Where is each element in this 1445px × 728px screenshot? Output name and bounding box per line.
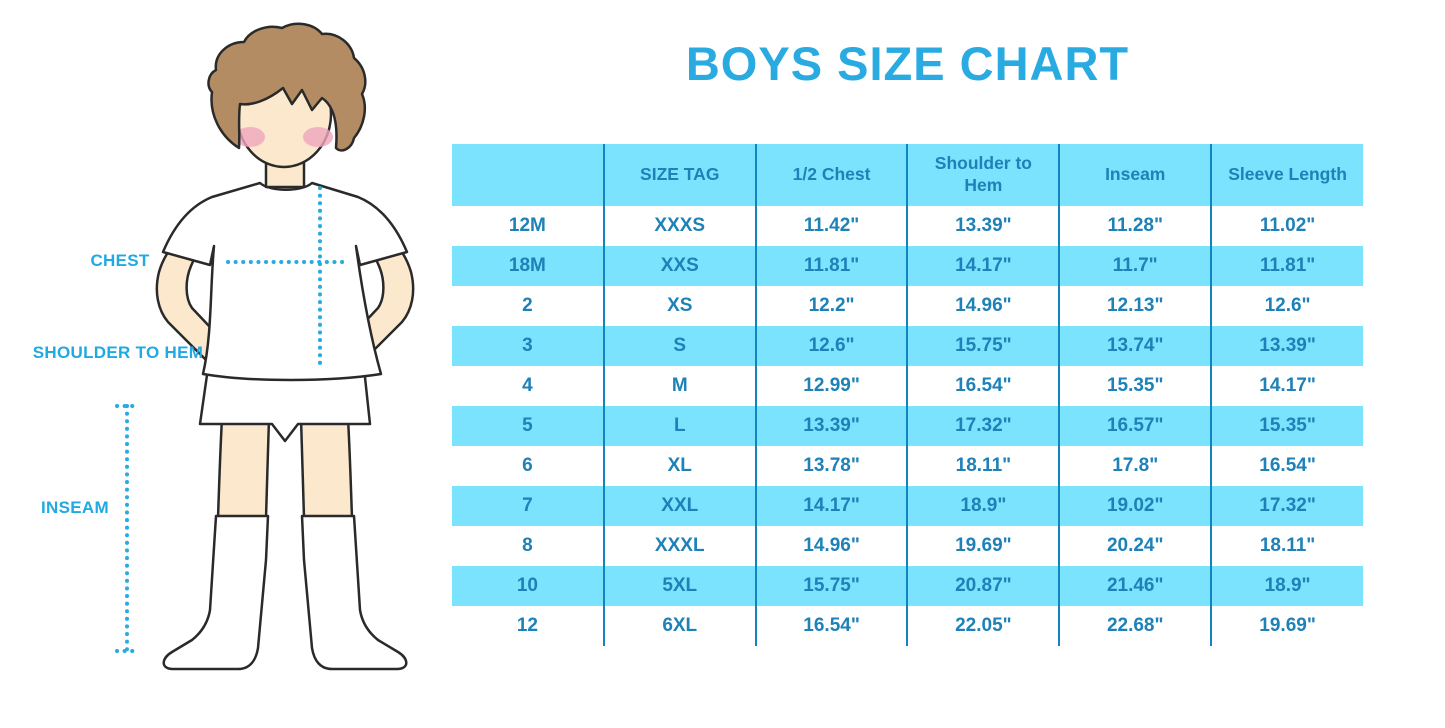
- hair: [207, 22, 367, 152]
- table-row: 18M XXS 11.81" 14.17" 11.7" 11.81": [452, 246, 1363, 286]
- table-header-row: SIZE TAG 1/2 Chest Shoulder to Hem Insea…: [452, 144, 1363, 206]
- table-cell: XL: [602, 446, 756, 486]
- table-cell: 18.11": [906, 446, 1060, 486]
- table-cell: 15.75": [906, 326, 1060, 366]
- table-cell: 12M: [452, 206, 604, 246]
- left-sock: [162, 514, 270, 671]
- column-header-sleeve-length: Sleeve Length: [1210, 144, 1363, 206]
- table-row: 12M XXXS 11.42" 13.39" 11.28" 11.02": [452, 206, 1363, 246]
- column-header-inseam: Inseam: [1058, 144, 1212, 206]
- table-cell: 11.7": [1058, 246, 1212, 286]
- table-cell: 22.05": [906, 606, 1060, 646]
- table-cell: M: [602, 366, 756, 406]
- table-cell: 16.57": [1058, 406, 1212, 446]
- table-cell: 12.6": [1210, 286, 1363, 326]
- column-header-half-chest: 1/2 Chest: [754, 144, 908, 206]
- table-cell: 14.96": [906, 286, 1060, 326]
- table-cell: 15.35": [1210, 406, 1363, 446]
- table-cell: 13.74": [1058, 326, 1212, 366]
- inseam-label: INSEAM: [41, 498, 109, 517]
- table-cell: 12.6": [754, 326, 908, 366]
- table-row: 4 M 12.99" 16.54" 15.35" 14.17": [452, 366, 1363, 406]
- table-cell: 8: [452, 526, 604, 566]
- table-row: 8 XXXL 14.96" 19.69" 20.24" 18.11": [452, 526, 1363, 566]
- table-cell: 18.9": [1210, 566, 1363, 606]
- table-cell: 3: [452, 326, 604, 366]
- table-cell: 6: [452, 446, 604, 486]
- table-cell: 18M: [452, 246, 604, 286]
- boy-illustration: [115, 22, 415, 671]
- column-header-size: [452, 144, 604, 206]
- table-cell: 16.54": [1210, 446, 1363, 486]
- table-cell: 16.54": [906, 366, 1060, 406]
- table-cell: 20.24": [1058, 526, 1212, 566]
- column-header-size-tag: SIZE TAG: [602, 144, 756, 206]
- table-cell: 5XL: [602, 566, 756, 606]
- table-cell: 6XL: [602, 606, 756, 646]
- table-cell: XS: [602, 286, 756, 326]
- table-cell: 14.17": [754, 486, 908, 526]
- table-row: 10 5XL 15.75" 20.87" 21.46" 18.9": [452, 566, 1363, 606]
- table-row: 6 XL 13.78" 18.11" 17.8" 16.54": [452, 446, 1363, 486]
- table-row: 3 S 12.6" 15.75" 13.74" 13.39": [452, 326, 1363, 366]
- shoulder-to-hem-label: SHOULDER TO HEM: [32, 343, 204, 362]
- table-row: 5 L 13.39" 17.32" 16.57" 15.35": [452, 406, 1363, 446]
- table-cell: 15.35": [1058, 366, 1212, 406]
- table-cell: 11.02": [1210, 206, 1363, 246]
- table-cell: 4: [452, 366, 604, 406]
- table-cell: 19.69": [1210, 606, 1363, 646]
- table-cell: 14.96": [754, 526, 908, 566]
- page-title: BOYS SIZE CHART: [685, 37, 1130, 90]
- left-blush: [235, 127, 265, 147]
- right-blush: [303, 127, 333, 147]
- size-table: SIZE TAG 1/2 Chest Shoulder to Hem Insea…: [452, 144, 1363, 646]
- measurement-figure: CHEST SHOULDER TO HEM INSEAM: [0, 0, 450, 723]
- table-cell: 13.39": [906, 206, 1060, 246]
- table-row: 12 6XL 16.54" 22.05" 22.68" 19.69": [452, 606, 1363, 646]
- table-cell: 17.32": [906, 406, 1060, 446]
- table-cell: 19.02": [1058, 486, 1212, 526]
- table-cell: S: [602, 326, 756, 366]
- table-cell: 14.17": [1210, 366, 1363, 406]
- table-cell: 11.81": [1210, 246, 1363, 286]
- table-cell: 12.13": [1058, 286, 1212, 326]
- table-cell: 2: [452, 286, 604, 326]
- table-row: 2 XS 12.2" 14.96" 12.13" 12.6": [452, 286, 1363, 326]
- table-cell: 11.28": [1058, 206, 1212, 246]
- table-cell: 17.8": [1058, 446, 1212, 486]
- table-cell: 16.54": [754, 606, 908, 646]
- table-cell: 22.68": [1058, 606, 1212, 646]
- table-cell: 20.87": [906, 566, 1060, 606]
- table-cell: 18.11": [1210, 526, 1363, 566]
- table-cell: 10: [452, 566, 604, 606]
- table-cell: 14.17": [906, 246, 1060, 286]
- left-leg: [216, 416, 271, 520]
- table-cell: 15.75": [754, 566, 908, 606]
- column-header-shoulder-to-hem: Shoulder to Hem: [906, 144, 1060, 206]
- table-cell: 21.46": [1058, 566, 1212, 606]
- table-cell: 11.42": [754, 206, 908, 246]
- table-row: 7 XXL 14.17" 18.9" 19.02" 17.32": [452, 486, 1363, 526]
- right-leg: [299, 416, 354, 520]
- table-cell: 12.2": [754, 286, 908, 326]
- t-shirt: [161, 181, 409, 382]
- table-cell: 13.39": [754, 406, 908, 446]
- table-cell: 12.99": [754, 366, 908, 406]
- table-cell: XXXL: [602, 526, 756, 566]
- table-cell: 17.32": [1210, 486, 1363, 526]
- table-cell: 18.9": [906, 486, 1060, 526]
- table-cell: 11.81": [754, 246, 908, 286]
- table-cell: 12: [452, 606, 604, 646]
- table-cell: 19.69": [906, 526, 1060, 566]
- table-cell: 13.39": [1210, 326, 1363, 366]
- table-cell: 5: [452, 406, 604, 446]
- chest-label: CHEST: [90, 251, 150, 270]
- table-cell: XXXS: [602, 206, 756, 246]
- table-cell: 13.78": [754, 446, 908, 486]
- table-cell: L: [602, 406, 756, 446]
- table-cell: 7: [452, 486, 604, 526]
- right-sock: [300, 514, 408, 671]
- table-cell: XXS: [602, 246, 756, 286]
- table-cell: XXL: [602, 486, 756, 526]
